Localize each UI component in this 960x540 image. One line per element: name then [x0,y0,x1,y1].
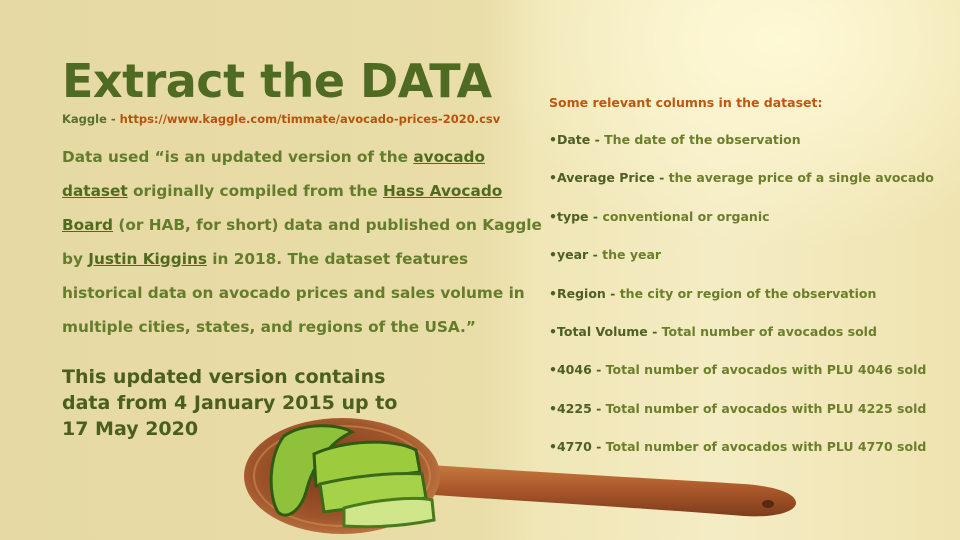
column-item: •4770 - Total number of avocados with PL… [549,437,954,475]
columns-heading: Some relevant columns in the dataset: [549,95,823,110]
quote-text-1: Data used “is an updated version of the [62,148,414,166]
column-name: •Total Volume - [549,323,662,339]
quote-text-3: (or HAB, for short) data and published o… [62,216,542,268]
quote-text-4: in 2018. The dataset features historical… [62,250,525,336]
column-item: •year - the year [549,245,954,283]
column-item: •4225 - Total number of avocados with PL… [549,399,954,437]
column-description: Total number of avocados with PLU 4225 s… [605,400,927,416]
column-name: •4770 - [549,439,606,455]
column-description: the year [602,247,662,263]
column-name: •4046 - [549,362,606,378]
column-name: •4225 - [549,400,606,416]
column-description: Total number of avocados with PLU 4046 s… [605,362,927,378]
column-item: •Region - the city or region of the obse… [549,284,954,322]
wooden-spoon-avocado-icon [244,418,797,534]
column-item: •Average Price - the average price of a … [549,168,954,206]
hass-avocado-board-link[interactable]: Hass Avocado Board [62,182,503,234]
columns-list: •Date - The date of the observation •Aver… [549,130,954,476]
column-description: Total number of avocados sold [661,323,877,339]
column-item: •Date - The date of the observation [549,130,954,168]
column-item: •4046 - Total number of avocados with PL… [549,360,954,398]
column-name: •type - [549,208,603,224]
column-item: •Total Volume - Total number of avocados… [549,322,954,360]
source-url-link[interactable]: https://www.kaggle.com/timmate/avocado-p… [119,112,501,126]
quote-text-2: originally compiled from the [127,182,383,200]
column-description: the city or region of the observation [619,285,877,301]
column-name: •Date - [549,132,605,147]
avocado-dataset-link[interactable]: avocado dataset [62,148,485,200]
column-name: •year - [549,247,603,263]
column-name: •Region - [549,285,620,301]
column-description: the average price of a single avocado [668,170,934,186]
dataset-description: Data used “is an updated version of the … [62,140,548,344]
column-item: •type - conventional or organic [549,207,954,245]
source-prefix: Kaggle - [62,112,120,126]
slide-title: Extract the DATA [62,54,492,108]
column-description: Total number of avocados with PLU 4770 s… [605,439,927,455]
date-range-note: This updated version contains data from … [62,366,398,440]
column-name: •Average Price - [549,170,669,186]
source-line: Kaggle - https://www.kaggle.com/timmate/… [62,112,500,126]
column-description: The date of the observation [604,132,801,147]
justin-kiggins-link[interactable]: Justin Kiggins [88,250,207,268]
column-description: conventional or organic [602,208,770,224]
